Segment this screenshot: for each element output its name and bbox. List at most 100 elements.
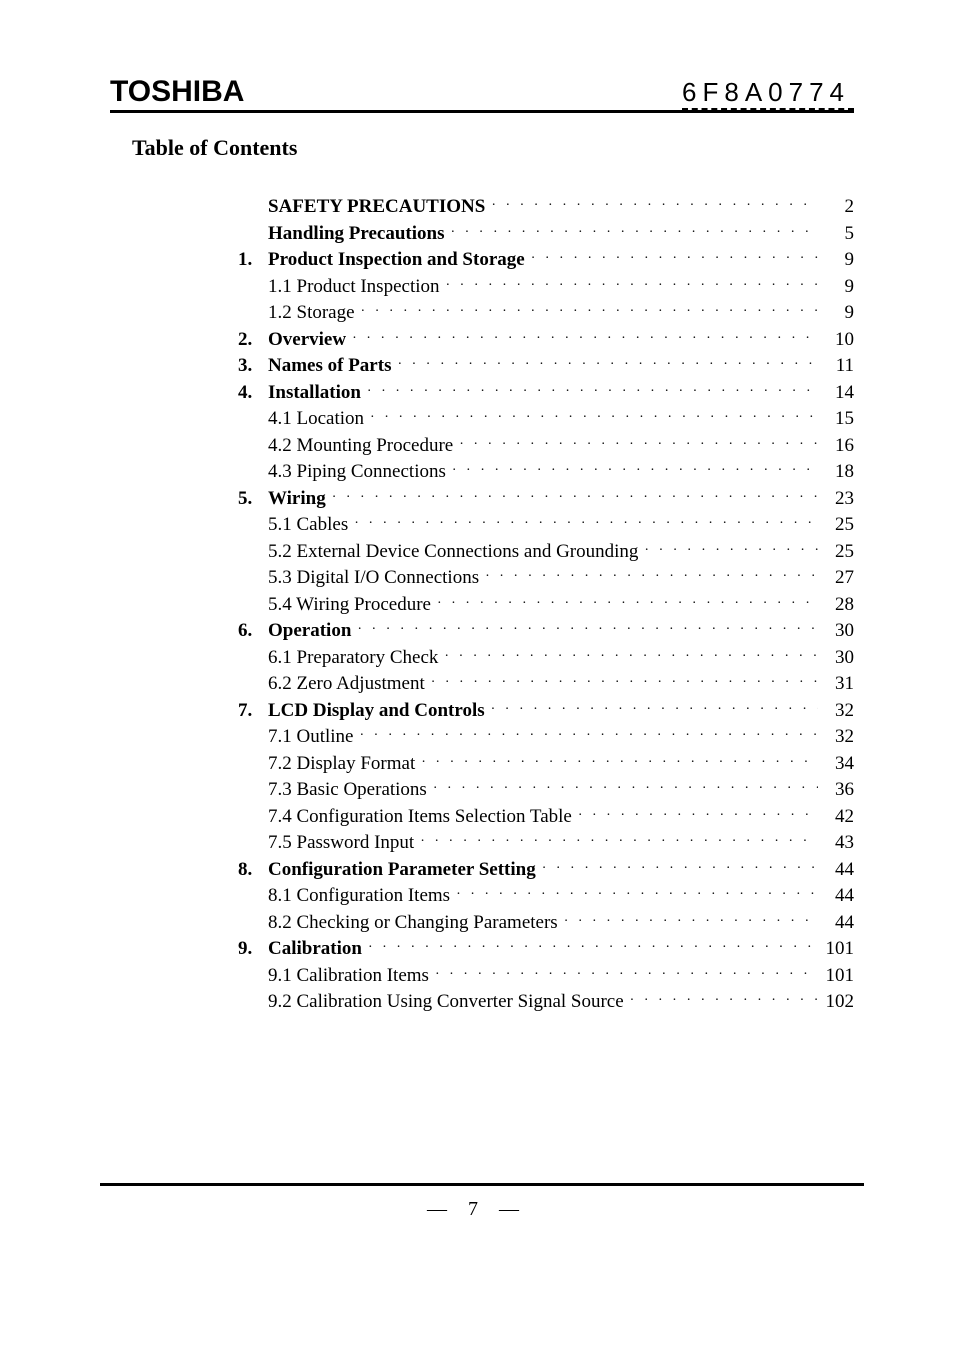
toc-row: 4.3 Piping Connections18 <box>238 462 854 481</box>
toc-leader-dots <box>431 676 818 690</box>
footer-rule <box>100 1183 864 1186</box>
toc-entry-page: 42 <box>824 807 854 826</box>
toc-entry-page: 25 <box>824 542 854 561</box>
toc-entry-page: 9 <box>824 250 854 269</box>
toc-entry-page: 36 <box>824 780 854 799</box>
toc-row: 1.Product Inspection and Storage9 <box>238 250 854 269</box>
toc-entry-label: LCD Display and Controls <box>268 701 485 720</box>
toc-row: 6.2 Zero Adjustment 31 <box>238 674 854 693</box>
toc-entry-label: 7.2 Display Format <box>268 754 415 773</box>
toc-entry-page: 28 <box>824 595 854 614</box>
toc-entry-page: 27 <box>824 568 854 587</box>
toc-entry-page: 30 <box>824 621 854 640</box>
toc-row: 7.4 Configuration Items Selection Table4… <box>238 807 854 826</box>
toc-leader-dots <box>644 544 818 558</box>
toc-entry-page: 44 <box>824 913 854 932</box>
toc-leader-dots <box>531 252 818 266</box>
toc-row: 3.Names of Parts11 <box>238 356 854 375</box>
toc-leader-dots <box>578 809 818 823</box>
toc-entry-number: 9. <box>238 939 268 958</box>
toc-row: 7.3 Basic Operations36 <box>238 780 854 799</box>
toc-entry-label: 4.1 Location <box>268 409 364 428</box>
toc-leader-dots <box>450 226 818 240</box>
toc-leader-dots <box>446 279 818 293</box>
toc-leader-dots <box>361 305 818 319</box>
toc-entry-number: 6. <box>238 621 268 640</box>
toc-row: 2.Overview10 <box>238 330 854 349</box>
toc-entry-page: 101 <box>824 939 854 958</box>
toc-entry-label: 1.2 Storage <box>268 303 355 322</box>
toc-leader-dots <box>360 729 819 743</box>
toc-entry-label: Wiring <box>268 489 326 508</box>
toc-entry-page: 32 <box>824 727 854 746</box>
toc-entry-label: 5.2 External Device Connections and Grou… <box>268 542 638 561</box>
toc-leader-dots <box>485 570 818 584</box>
toc-entry-page: 43 <box>824 833 854 852</box>
toc-leader-dots <box>564 915 818 929</box>
toc-row: Handling Precautions5 <box>238 224 854 243</box>
toc-leader-dots <box>421 756 818 770</box>
toc-leader-dots <box>397 358 818 372</box>
toc-entry-page: 16 <box>824 436 854 455</box>
toc-row: 7.1 Outline32 <box>238 727 854 746</box>
toc-entry-page: 15 <box>824 409 854 428</box>
toc-entry-page: 9 <box>824 277 854 296</box>
document-number: 6F8A0774 <box>682 77 854 110</box>
toc-entry-number: 1. <box>238 250 268 269</box>
toc-entry-number: 3. <box>238 356 268 375</box>
toc-row: 4.2 Mounting Procedure16 <box>238 436 854 455</box>
toc-entry-page: 31 <box>824 674 854 693</box>
toc-leader-dots <box>630 994 818 1008</box>
toc-entry-label: 5.1 Cables <box>268 515 348 534</box>
page-number: — 7 — <box>0 1198 954 1221</box>
toc-row: 5.3 Digital I/O Connections27 <box>238 568 854 587</box>
toc-row: 5.1 Cables 25 <box>238 515 854 534</box>
toc-entry-number: 4. <box>238 383 268 402</box>
toc-entry-page: 14 <box>824 383 854 402</box>
toc-leader-dots <box>433 782 818 796</box>
toc-row: 7.LCD Display and Controls32 <box>238 701 854 720</box>
toc-entry-label: 4.3 Piping Connections <box>268 462 446 481</box>
toc-entry-page: 101 <box>824 966 854 985</box>
toc-entry-label: Configuration Parameter Setting <box>268 860 536 879</box>
toc-entry-label: 8.1 Configuration Items <box>268 886 450 905</box>
toc-entry-page: 34 <box>824 754 854 773</box>
toc-entry-page: 32 <box>824 701 854 720</box>
toc-row: 8.Configuration Parameter Setting 44 <box>238 860 854 879</box>
toc-entry-label: Operation <box>268 621 351 640</box>
header: TOSHIBA 6F8A0774 <box>110 75 854 113</box>
toc-row: 1.1 Product Inspection9 <box>238 277 854 296</box>
toc-leader-dots <box>354 517 818 531</box>
toc-leader-dots <box>456 888 818 902</box>
toc-entry-number: 8. <box>238 860 268 879</box>
toc-entry-label: 6.2 Zero Adjustment <box>268 674 425 693</box>
toc-entry-page: 2 <box>824 197 854 216</box>
toc-leader-dots <box>444 650 818 664</box>
toc-entry-label: SAFETY PRECAUTIONS <box>268 197 485 216</box>
toc-entry-page: 23 <box>824 489 854 508</box>
toc-entry-number: 5. <box>238 489 268 508</box>
toc-entry-label: 6.1 Preparatory Check <box>268 648 438 667</box>
toc-entry-page: 11 <box>824 356 854 375</box>
toc-row: 9.1 Calibration Items101 <box>238 966 854 985</box>
toc-entry-page: 25 <box>824 515 854 534</box>
toc-row: 9.Calibration101 <box>238 939 854 958</box>
toc-entry-number: 2. <box>238 330 268 349</box>
toc-row: 6.1 Preparatory Check30 <box>238 648 854 667</box>
toc-entry-label: 9.2 Calibration Using Converter Signal S… <box>268 992 624 1011</box>
toc-row: 9.2 Calibration Using Converter Signal S… <box>238 992 854 1011</box>
toc-entry-page: 9 <box>824 303 854 322</box>
toc-leader-dots <box>420 835 818 849</box>
toc-leader-dots <box>542 862 818 876</box>
toc-row: 1.2 Storage 9 <box>238 303 854 322</box>
brand-logo: TOSHIBA <box>110 75 244 109</box>
table-of-contents: SAFETY PRECAUTIONS 2 Handling Precautions5… <box>238 197 854 1011</box>
toc-row: 7.2 Display Format 34 <box>238 754 854 773</box>
toc-row: 6.Operation 30 <box>238 621 854 640</box>
toc-leader-dots <box>437 597 818 611</box>
toc-leader-dots <box>459 438 818 452</box>
toc-entry-page: 5 <box>824 224 854 243</box>
page: TOSHIBA 6F8A0774 Table of Contents SAFET… <box>0 0 954 1351</box>
toc-entry-page: 44 <box>824 860 854 879</box>
toc-row: 8.1 Configuration Items44 <box>238 886 854 905</box>
